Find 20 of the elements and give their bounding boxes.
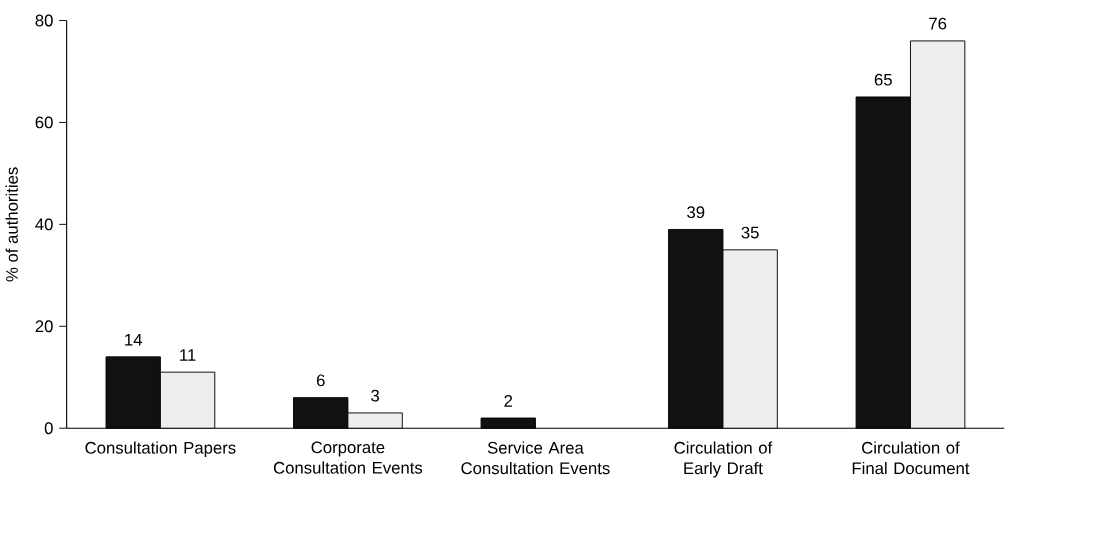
data-label: 2 (504, 395, 513, 407)
data-label: 6 (316, 374, 325, 387)
data-label: 14 (125, 334, 143, 346)
x-tick-label: Service Area Consultation Events (461, 441, 610, 475)
x-tick-label: Consultation Papers (85, 441, 236, 458)
x-tick-label: Corporate Consultation Events (273, 441, 423, 474)
y-axis-title: % of authorities (5, 167, 18, 282)
x-tick-label: Circulation of Early Draft (674, 441, 773, 478)
y-tick-label: 0 (44, 422, 53, 435)
y-tick-label: 40 (35, 218, 53, 231)
data-label: 65 (874, 73, 892, 86)
y-tick-label: 20 (35, 320, 53, 333)
y-tick-label: 60 (35, 116, 53, 129)
data-label: 3 (371, 389, 380, 402)
data-label: 76 (929, 17, 947, 30)
data-label: 35 (741, 226, 759, 239)
y-tick-label: 80 (35, 14, 53, 27)
data-label: 39 (687, 206, 705, 219)
x-tick-label: Circulation of Final Document (852, 441, 970, 475)
data-label: 11 (180, 349, 196, 362)
